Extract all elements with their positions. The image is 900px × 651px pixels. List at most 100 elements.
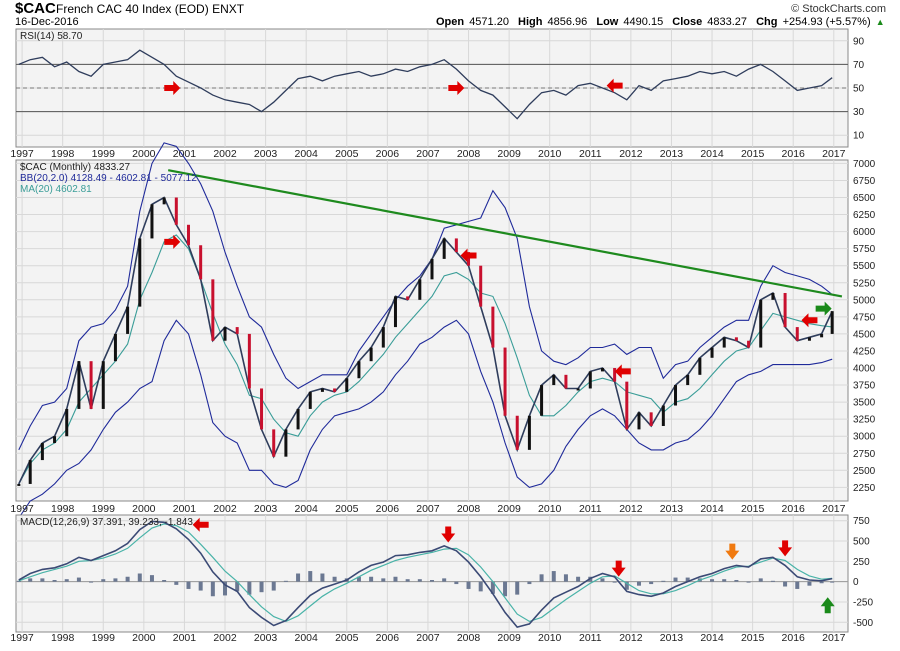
macd-histogram-bar [332,576,337,582]
ticker-symbol: $CAC [15,0,56,17]
y-tick-label: 10 [853,131,865,142]
macd-histogram-bar [223,581,228,596]
y-tick-label: 5250 [853,278,876,289]
price-candle [235,327,239,334]
x-year-label: 2003 [254,632,278,644]
y-tick-label: 250 [853,557,870,568]
macd-line [18,520,833,629]
chart-header: $CAC French CAC 40 Index (EOD) ENXT 16-D… [0,0,900,28]
macd-histogram-bar [28,578,33,582]
macd-histogram-bar [393,576,398,582]
macd-histogram-bar [89,581,94,583]
price-candle [588,371,592,389]
macd-histogram-bar [490,581,495,594]
x-year-label: 2015 [741,503,765,515]
macd-histogram-bar [356,576,361,582]
x-year-label: 2016 [782,503,806,515]
macd-histogram-bar [16,580,21,582]
quote-date: 16-Dec-2016 [15,16,79,28]
signal-arrow-down-icon [778,540,793,557]
x-year-label: 2015 [741,148,765,160]
y-tick-label: 3500 [853,398,876,409]
high-value: 4856.96 [547,16,588,28]
macd-histogram-bar [442,578,447,582]
price-candle [357,361,361,379]
y-tick-label: 0 [853,577,859,588]
price-candle [771,292,775,300]
x-year-label: 2008 [457,148,481,160]
price-candle [491,306,495,348]
macd-histogram-bar [308,571,313,582]
price-candle [527,415,531,450]
price-candle [820,333,824,338]
bb-upper-line [18,142,833,451]
price-candle [698,357,702,375]
x-year-label: 2006 [376,632,400,644]
price-title: $CAC (Monthly) 4833.27 [20,162,130,173]
macd-histogram-bar [101,579,106,582]
x-year-label: 2014 [700,503,724,515]
macd-histogram-bar [52,580,57,582]
price-candle [162,197,166,205]
macd-histogram-bar [819,581,824,584]
signal-arrow-down-icon [611,560,626,577]
x-year-label: 2005 [335,148,359,160]
macd-histogram-bar [503,581,508,597]
x-year-label: 1999 [92,148,116,160]
y-tick-label: 30 [853,107,865,118]
x-year-label: 2007 [416,503,440,515]
macd-histogram-bar [661,580,666,582]
x-year-label: 2013 [660,148,684,160]
price-candle [600,368,604,372]
x-year-label: 2012 [619,503,643,515]
price-candle [284,429,288,457]
macd-histogram-bar [685,577,690,582]
macd-histogram-bar [210,581,215,597]
y-tick-label: 70 [853,60,865,71]
price-candle [369,347,373,362]
index-name: French CAC 40 Index (EOD) ENXT [56,2,244,16]
price-candle [393,296,397,328]
signal-arrow-left-icon [801,313,818,328]
macd-title: MACD(12,26,9) 37.391, 39.233, -1.843 [20,517,193,528]
x-year-label: 2004 [295,148,319,160]
x-year-label: 2012 [619,632,643,644]
exchange-code: ENXT [212,2,245,16]
price-candle [552,374,556,386]
macd-histogram-bar [636,581,641,586]
macd-histogram-bar [247,581,252,595]
price-candle [65,408,69,437]
x-year-label: 2003 [254,148,278,160]
price-candle [734,337,738,341]
macd-histogram-bar [186,581,191,589]
signal-arrow-right-icon [448,81,465,95]
signal-arrow-left-icon [192,517,209,532]
rsi-line [18,49,833,120]
brand-logo: © StockCharts.com [791,3,886,15]
price-candle [759,299,763,348]
price-candle [830,311,834,334]
macd-histogram-bar [563,574,568,582]
x-year-label: 2009 [497,503,521,515]
price-candle [77,361,81,409]
macd-histogram-bar [612,581,617,583]
macd-histogram-bar [76,577,81,582]
bb-lower-line [18,319,833,519]
price-candle [345,378,349,392]
y-tick-label: 500 [853,537,870,548]
macd-histogram-bar [722,579,727,582]
price-candle [89,361,93,409]
signal-arrow-left-icon [614,364,631,379]
price-line [18,196,833,485]
y-tick-label: 750 [853,516,870,527]
x-year-label: 2002 [213,632,237,644]
x-year-label: 2002 [213,148,237,160]
price-candle [503,347,507,416]
macd-histogram-bar [783,581,788,587]
signal-arrow-right-icon [164,234,181,249]
price-candle [540,385,544,416]
x-year-label: 2014 [700,632,724,644]
price-candle [515,415,519,450]
panel-background [15,159,849,502]
ohlc-stats: Open 4571.20 High 4856.96 Low 4490.15 Cl… [430,16,885,28]
